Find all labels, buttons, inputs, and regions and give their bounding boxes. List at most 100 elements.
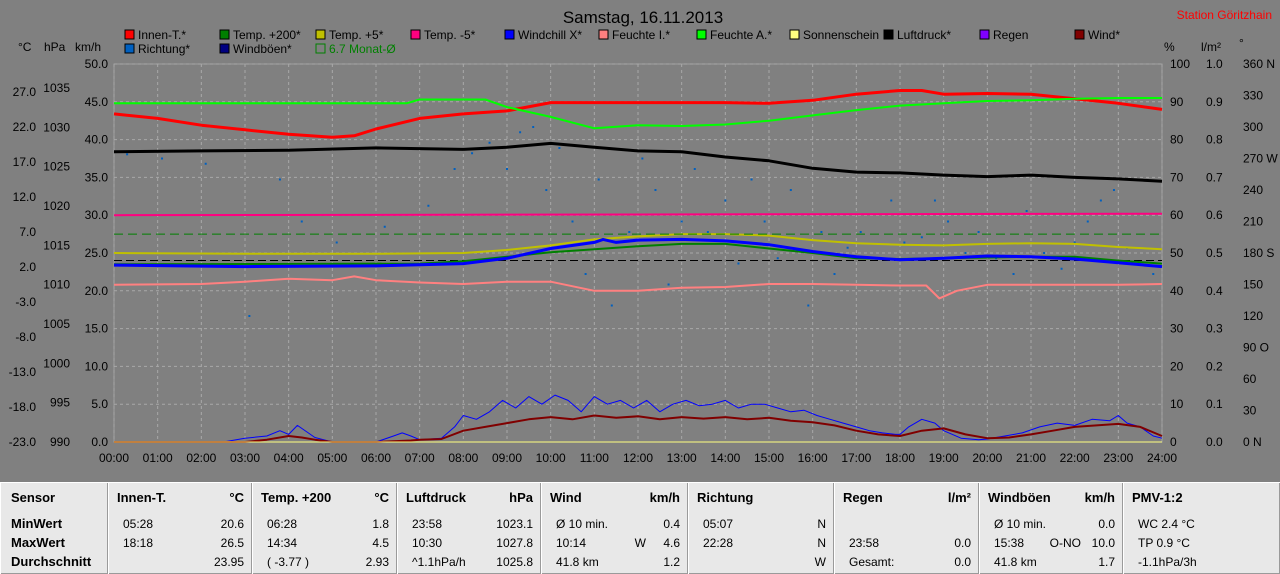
direction-point (706, 231, 709, 233)
direction-point (453, 168, 456, 170)
degree-tick-label: 120 (1243, 309, 1263, 323)
rain-tick-label: 0.3 (1206, 322, 1223, 336)
panel-cell: 26.5 (220, 536, 244, 550)
row-label: Sensor (11, 490, 56, 505)
sensor-panel: Temp. +200 °C 06:28 1.8 14:34 4.5 ( -3.77 ) 2.9… (252, 482, 397, 574)
x-tick-label: 02:00 (186, 451, 216, 465)
x-tick-label: 15:00 (754, 451, 784, 465)
series-line (113, 237, 1163, 269)
panel-title: Regen (843, 490, 883, 505)
percent-tick-label: 40 (1170, 284, 1184, 298)
weather-chart: 00:00 01:00 02:00 03:00 04:00 05:00 06:00 07:00… (8, 8, 1279, 465)
pressure-tick-label: 990 (50, 435, 70, 449)
direction-point (890, 199, 893, 202)
panel-cell: 1.7 (1098, 555, 1115, 569)
legend-swatch (219, 29, 230, 40)
x-tick-label: 13:00 (667, 451, 697, 465)
rain-tick-label: 0.7 (1206, 170, 1223, 184)
legend-label: Wind* (1088, 28, 1120, 42)
pressure-tick-label: 995 (50, 396, 70, 410)
legend-swatch (504, 29, 515, 40)
panel-cell: N (817, 517, 826, 531)
x-tick-label: 00:00 (99, 451, 129, 465)
x-tick-label: 06:00 (361, 451, 391, 465)
direction-point (903, 241, 906, 244)
panel-cell: 0.0 (954, 536, 971, 550)
legend-swatch (979, 29, 990, 40)
wind-tick-label: 15.0 (85, 322, 109, 336)
panel-cell: 23.95 (213, 555, 244, 569)
pressure-tick-label: 1020 (43, 199, 70, 213)
degree-tick-label: 270 W (1243, 152, 1278, 166)
direction-point (335, 241, 338, 244)
pressure-tick-label: 1030 (43, 120, 70, 134)
rain-tick-label: 0.0 (1206, 435, 1223, 449)
temp-tick-label: 7.0 (19, 225, 36, 239)
legend-swatch (598, 29, 609, 40)
series-line (113, 89, 1163, 139)
percent-tick-label: 60 (1170, 208, 1184, 222)
wind-tick-label: 40.0 (85, 133, 109, 147)
direction-point (248, 315, 251, 317)
wind-tick-label: 45.0 (85, 95, 109, 109)
rain-tick-label: 0.2 (1206, 359, 1223, 373)
percent-tick-label: 70 (1170, 170, 1184, 184)
direction-point (859, 231, 862, 233)
direction-point (300, 220, 303, 223)
direction-point (1012, 273, 1015, 275)
sensor-panel: Luftdruck hPa 23:58 1023.1 10:30 1027.8 ^1.1hP… (397, 482, 541, 574)
pressure-tick-label: 1015 (43, 238, 70, 252)
direction-point (1086, 220, 1089, 223)
legend-swatch (124, 29, 135, 40)
direction-point (204, 162, 207, 165)
direction-point (1112, 189, 1115, 191)
rain-tick-label: 0.5 (1206, 246, 1223, 260)
panel-unit: l/m² (947, 490, 971, 505)
direction-point (1043, 252, 1046, 254)
direction-point (1073, 241, 1076, 244)
direction-point (977, 231, 980, 233)
unit-percent: % (1164, 40, 1175, 54)
degree-tick-label: 30 (1243, 404, 1257, 418)
legend-swatch (1074, 29, 1085, 40)
legend-label: Luftdruck* (897, 28, 951, 42)
panel-cell: -1.1hPa/3h (1138, 555, 1197, 569)
series-line (113, 212, 1163, 217)
temp-tick-label: 12.0 (13, 190, 37, 204)
degree-tick-label: 210 (1243, 215, 1263, 229)
panel-title: Temp. +200 (261, 490, 332, 505)
degree-tick-label: 360 N (1243, 57, 1275, 71)
panel-unit: hPa (509, 490, 533, 505)
panel-cell: 0.4 (663, 517, 680, 531)
legend-swatch (315, 43, 326, 54)
temp-tick-label: -3.0 (15, 295, 36, 309)
x-tick-label: 10:00 (536, 451, 566, 465)
legend-label: Feuchte I.* (612, 28, 670, 42)
direction-point (641, 157, 644, 160)
panel-cell: 0.0 (954, 555, 971, 569)
pressure-tick-label: 1025 (43, 160, 70, 174)
direction-point (724, 199, 727, 202)
panel-cell: 06:28 (267, 517, 298, 531)
direction-point (964, 252, 967, 254)
panel-title: Innen-T. (117, 490, 167, 505)
direction-point (1060, 267, 1063, 270)
panel-cell: N (817, 536, 826, 550)
panel-title: Wind (550, 490, 582, 505)
direction-point (584, 273, 587, 275)
direction-point (628, 231, 631, 233)
panel-cell: 15:38 (994, 536, 1025, 550)
degree-tick-label: 300 (1243, 120, 1263, 134)
x-tick-label: 05:00 (317, 451, 347, 465)
x-tick-label: 12:00 (623, 451, 653, 465)
chart-title: Samstag, 16.11.2013 (563, 8, 723, 27)
x-tick-label: 24:00 (1147, 451, 1177, 465)
panel-cell: 14:34 (267, 536, 298, 550)
panel-cell: 05:28 (123, 517, 154, 531)
panel-cell: WC 2.4 °C (1138, 517, 1195, 531)
wind-tick-label: 10.0 (85, 359, 109, 373)
direction-scatter (126, 126, 1155, 317)
panel-title: Richtung (697, 490, 754, 505)
